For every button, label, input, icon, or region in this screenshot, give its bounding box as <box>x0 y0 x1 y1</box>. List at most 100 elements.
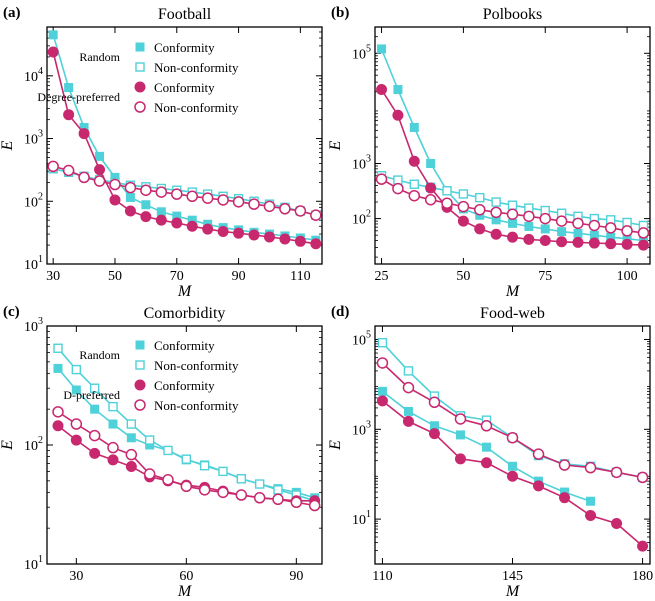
data-point <box>480 457 492 469</box>
legend-marker <box>134 399 146 411</box>
panel-label: (a) <box>3 5 21 21</box>
series-3 <box>52 406 321 512</box>
data-point <box>125 192 135 202</box>
data-point <box>310 238 322 250</box>
x-tick-label: 180 <box>632 569 653 584</box>
data-point <box>403 366 414 376</box>
legend-entry-label: Conformity <box>154 378 215 393</box>
data-point <box>63 109 75 121</box>
data-point <box>53 343 63 353</box>
data-point <box>377 44 387 54</box>
data-point <box>605 238 617 250</box>
panel-title: Food-web <box>480 305 545 322</box>
data-point <box>508 461 517 471</box>
x-tick-label: 60 <box>179 569 193 584</box>
data-point <box>171 217 183 229</box>
y-tick-base: 10 <box>352 334 366 349</box>
data-point <box>94 164 106 176</box>
data-point <box>171 188 183 200</box>
data-point <box>248 229 260 241</box>
data-point <box>621 225 633 237</box>
y-tick-base: 10 <box>352 157 366 172</box>
data-point <box>455 430 465 440</box>
series-1 <box>48 164 321 220</box>
y-tick-label: 102 <box>24 435 43 454</box>
data-point <box>71 364 82 375</box>
data-point <box>377 386 387 396</box>
data-point <box>217 486 229 499</box>
data-point <box>409 123 419 133</box>
legend-entry-label: Non-conformity <box>154 60 239 75</box>
data-point <box>408 189 421 202</box>
data-point <box>294 205 307 217</box>
data-point <box>474 203 486 216</box>
data-point <box>454 413 467 425</box>
y-tick-label: 105 <box>352 43 371 62</box>
x-tick-label: 110 <box>372 569 392 584</box>
data-point <box>126 433 136 443</box>
data-point <box>457 215 469 227</box>
data-point <box>124 181 137 194</box>
y-tick-label: 101 <box>352 509 371 528</box>
data-point <box>584 461 597 474</box>
data-point <box>556 236 568 248</box>
data-point <box>490 206 502 219</box>
series-line <box>53 167 317 216</box>
data-point <box>156 207 166 217</box>
data-point <box>523 233 535 245</box>
data-point <box>572 217 584 230</box>
data-point <box>272 493 284 506</box>
data-point <box>523 210 535 223</box>
legend-group-label: Degree-preferred <box>37 90 120 104</box>
panel-title: Football <box>158 6 212 23</box>
data-point <box>202 223 214 235</box>
series-2 <box>47 46 322 250</box>
y-tick-label: 103 <box>352 419 371 438</box>
data-point <box>621 238 633 250</box>
y-tick-base: 10 <box>352 513 366 528</box>
panel-label: (b) <box>331 5 349 21</box>
legend-marker <box>134 101 146 113</box>
series-0 <box>377 386 596 506</box>
data-point <box>637 540 649 552</box>
x-axis-label: M <box>505 583 521 600</box>
y-tick-exponent: 1 <box>38 254 43 265</box>
data-point <box>428 428 440 440</box>
legend-group-label: Random <box>79 50 120 64</box>
data-point <box>70 434 82 446</box>
data-point <box>290 496 303 509</box>
data-point <box>141 200 151 210</box>
data-point <box>107 454 119 466</box>
data-point <box>588 219 601 232</box>
data-point <box>533 480 545 492</box>
x-tick-label: 90 <box>289 569 303 584</box>
data-point <box>53 363 63 373</box>
data-point <box>140 211 152 223</box>
x-tick-label: 25 <box>375 269 389 284</box>
y-tick-exponent: 3 <box>38 129 43 140</box>
x-axis-label: M <box>505 283 521 300</box>
data-point <box>89 383 100 393</box>
data-point <box>263 200 276 213</box>
y-tick-label: 105 <box>352 330 371 349</box>
data-point <box>585 510 597 522</box>
data-point <box>555 215 568 227</box>
series-2 <box>376 395 649 552</box>
y-tick-base: 10 <box>24 70 38 85</box>
data-point <box>424 193 437 206</box>
y-tick-exponent: 4 <box>38 66 43 77</box>
data-point <box>263 231 275 243</box>
y-tick-exponent: 3 <box>366 153 371 164</box>
x-tick-label: 145 <box>502 569 523 584</box>
y-tick-exponent: 2 <box>366 209 371 220</box>
data-point <box>163 445 173 456</box>
data-point <box>474 223 486 235</box>
data-point <box>235 489 248 501</box>
data-point <box>457 200 470 213</box>
y-tick-base: 10 <box>352 423 366 438</box>
series-3 <box>47 160 322 221</box>
data-point <box>637 239 649 251</box>
data-point <box>610 466 623 479</box>
